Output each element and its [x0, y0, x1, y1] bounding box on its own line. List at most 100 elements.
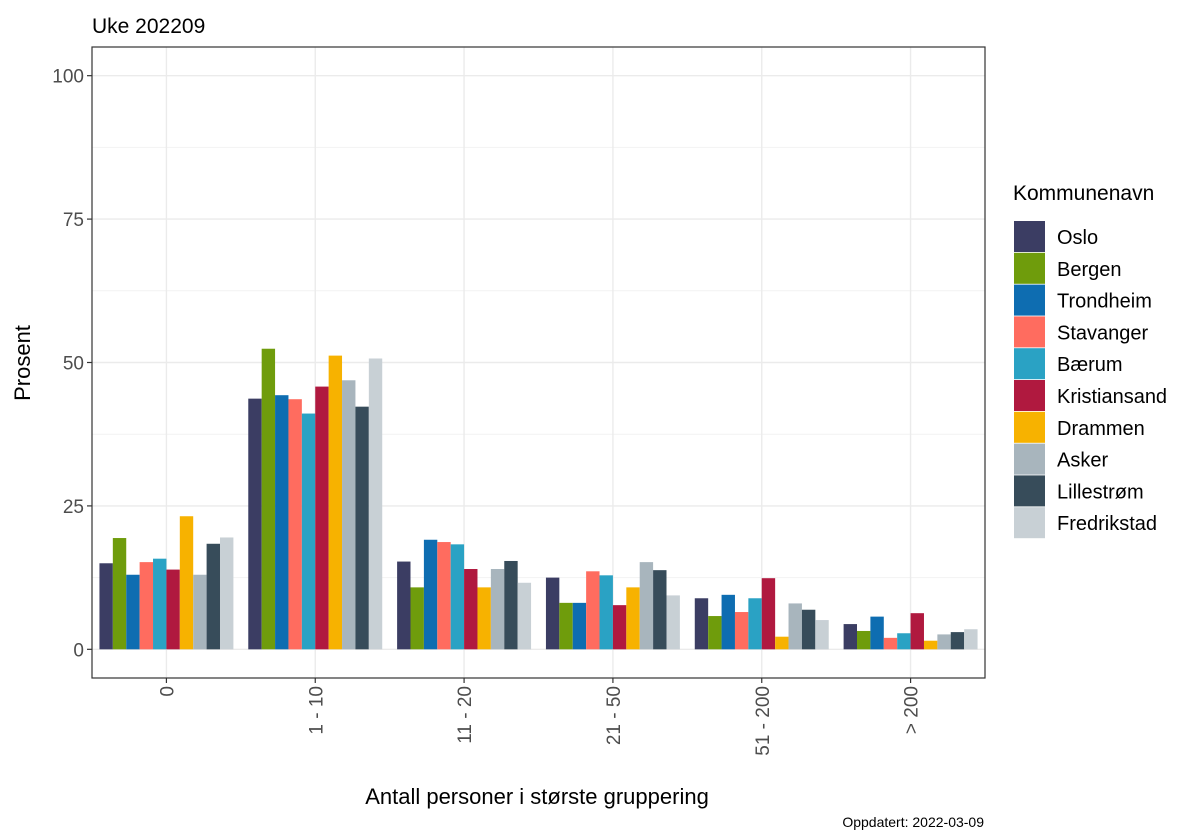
minor-gridlines — [92, 146, 985, 579]
bar — [179, 516, 194, 650]
bar — [219, 537, 234, 650]
bar — [897, 633, 911, 650]
x-tick-label: 0 — [157, 686, 178, 697]
bar — [586, 571, 600, 650]
legend-swatch — [1014, 380, 1045, 411]
legend-swatch — [1014, 252, 1045, 284]
bar — [315, 386, 329, 650]
bar — [275, 395, 289, 650]
legend-swatch — [1014, 507, 1045, 539]
chart-title: Uke 202209 — [92, 15, 205, 38]
legend-swatch — [1014, 443, 1045, 475]
bar — [342, 380, 356, 650]
legend-label: Bærum — [1057, 354, 1123, 376]
bar — [761, 578, 776, 650]
bar — [910, 613, 924, 650]
x-tick-label: 1 - 10 — [306, 686, 327, 735]
legend-label: Oslo — [1057, 227, 1098, 249]
bar — [193, 574, 207, 650]
bar — [504, 560, 518, 650]
bar — [883, 637, 898, 650]
legend-swatch — [1014, 316, 1045, 348]
x-axis: 0 1 - 10 11 - 20 21 - 50 51 - 200 > 200 — [157, 678, 923, 756]
bar — [206, 543, 220, 650]
bar — [626, 587, 640, 650]
bar — [397, 561, 411, 650]
bar — [410, 587, 424, 650]
bar — [545, 577, 560, 650]
caption-updated: Oppdatert: 2022-03-09 — [842, 814, 984, 830]
bar — [572, 602, 587, 650]
bar — [815, 620, 829, 650]
bar — [964, 629, 978, 650]
bar — [477, 587, 491, 650]
bar — [857, 630, 871, 650]
bar — [490, 569, 505, 650]
y-tick-label: 100 — [52, 67, 84, 88]
legend-swatch — [1014, 411, 1045, 443]
bar — [450, 544, 465, 650]
bar — [99, 563, 113, 650]
legend-label: Drammen — [1057, 418, 1145, 440]
bar — [666, 595, 680, 650]
bar — [153, 558, 167, 650]
bar — [126, 574, 140, 650]
bar — [788, 603, 802, 650]
x-tick-label: > 200 — [902, 686, 923, 734]
y-axis: 0 25 50 75 100 — [52, 67, 92, 661]
y-axis-title: Prosent — [10, 325, 35, 401]
bar — [112, 538, 127, 650]
bar — [708, 616, 722, 650]
bar — [734, 612, 749, 650]
bar — [843, 624, 858, 650]
bar — [775, 636, 789, 650]
bar — [653, 570, 667, 650]
x-axis-title: Antall personer i største gruppering — [365, 784, 709, 809]
bar — [248, 398, 262, 650]
bar — [559, 602, 573, 650]
bar — [517, 582, 532, 650]
bar — [748, 598, 762, 650]
x-tick-label: 51 - 200 — [753, 686, 774, 756]
bar — [870, 616, 884, 650]
legend-label: Bergen — [1057, 259, 1122, 281]
bar — [301, 413, 316, 650]
legend-swatch — [1014, 348, 1045, 380]
bar — [801, 609, 816, 650]
bar — [721, 594, 735, 650]
bar — [288, 399, 302, 650]
bar — [599, 575, 613, 650]
legend-label: Trondheim — [1057, 291, 1152, 313]
bar — [139, 562, 154, 650]
bar — [923, 640, 938, 650]
x-tick-label: 21 - 50 — [604, 686, 625, 745]
y-tick-label: 75 — [63, 210, 84, 231]
y-tick-label: 50 — [63, 354, 84, 375]
bar — [423, 539, 438, 650]
bar — [437, 542, 451, 650]
legend-label: Kristiansand — [1057, 386, 1167, 408]
bar — [612, 605, 627, 650]
legend-label: Fredrikstad — [1057, 513, 1157, 535]
bar — [937, 634, 951, 650]
legend-label: Lillestrøm — [1057, 481, 1144, 503]
bar — [368, 358, 383, 650]
bar — [355, 406, 369, 650]
legend-swatch — [1014, 221, 1045, 252]
legend-label: Stavanger — [1057, 322, 1149, 344]
legend: Kommunenavn Oslo Bergen Trondheim Stavanger… — [1013, 182, 1167, 539]
bar — [950, 632, 965, 650]
legend-title: Kommunenavn — [1013, 182, 1154, 205]
bar — [639, 562, 654, 650]
bar — [328, 355, 343, 650]
bar — [694, 598, 709, 650]
legend-label: Asker — [1057, 450, 1108, 472]
y-tick-label: 25 — [63, 497, 84, 518]
legend-swatch — [1014, 284, 1045, 316]
major-gridlines — [92, 47, 985, 678]
bar — [464, 569, 478, 650]
x-tick-label: 11 - 20 — [455, 686, 476, 744]
bar — [261, 348, 276, 650]
bar — [166, 569, 180, 650]
